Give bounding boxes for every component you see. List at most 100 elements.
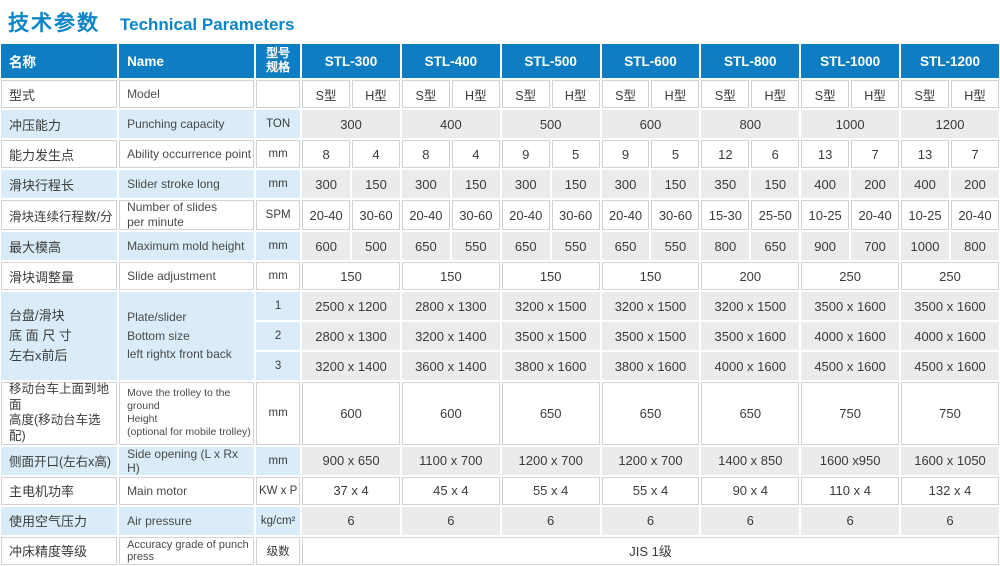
value-cell: 150 <box>750 169 801 199</box>
col-header-model-stl400: STL-400 <box>400 43 501 79</box>
value-cell: H型 <box>650 79 701 109</box>
value-cell: 7 <box>949 139 1000 169</box>
value-cell: 2800 x 1300 <box>301 321 401 351</box>
unit-cell: mm <box>255 445 302 476</box>
value-cell: 250 <box>800 261 901 291</box>
row-label-zh: 型式 <box>0 79 119 109</box>
col-header-model-stl800: STL-800 <box>700 43 801 79</box>
value-cell: 20-40 <box>600 199 651 231</box>
value-cell: H型 <box>550 79 601 109</box>
value-cell: 3200 x 1400 <box>400 321 501 351</box>
row-label-en: Ability occurrence point <box>118 139 256 169</box>
row-label-en: Slide adjustment <box>118 261 256 291</box>
unit-cell: mm <box>255 381 302 446</box>
unit-cell: 级数 <box>255 535 302 566</box>
col-header-spec: 型号 规格 <box>255 43 302 79</box>
value-cell: 20-40 <box>500 199 551 231</box>
value-cell: 3800 x 1600 <box>500 351 601 381</box>
value-cell: 150 <box>301 261 401 291</box>
subrow-index: 1 <box>255 291 302 321</box>
value-cell: 10-25 <box>900 199 950 231</box>
value-cell: 1200 x 700 <box>500 445 601 476</box>
value-cell: 550 <box>550 231 601 261</box>
value-cell: 1100 x 700 <box>400 445 501 476</box>
value-cell: H型 <box>450 79 501 109</box>
value-cell: 3200 x 1400 <box>301 351 401 381</box>
row-label-en: Move the trolley to the ground Height (o… <box>118 381 256 446</box>
unit-cell: mm <box>255 261 302 291</box>
row-label-zh: 冲床精度等级 <box>0 535 119 566</box>
row-plate-slider-size-3: 3 3200 x 1400 3600 x 1400 3800 x 1600 38… <box>0 351 1000 381</box>
value-cell: 400 <box>400 109 501 139</box>
unit-cell <box>255 79 302 109</box>
value-cell: 10-25 <box>800 199 851 231</box>
row-label-zh: 冲压能力 <box>0 109 119 139</box>
col-header-name-en: Name <box>118 43 256 79</box>
value-cell: 6 <box>600 505 701 536</box>
row-plate-slider-size-2: 2 2800 x 1300 3200 x 1400 3500 x 1500 35… <box>0 321 1000 351</box>
value-cell: 150 <box>600 261 701 291</box>
value-cell: 750 <box>900 381 1000 446</box>
unit-cell: mm <box>255 139 302 169</box>
unit-cell: SPM <box>255 199 302 231</box>
row-label-zh: 能力发生点 <box>0 139 119 169</box>
subrow-index: 3 <box>255 351 302 381</box>
value-cell: S型 <box>301 79 352 109</box>
value-cell: 20-40 <box>949 199 1000 231</box>
value-cell: 250 <box>900 261 1000 291</box>
value-cell: 6 <box>900 505 1000 536</box>
value-cell: 4500 x 1600 <box>900 351 1000 381</box>
row-model-type: 型式 Model S型 H型 S型 H型 S型 H型 S型 H型 S型 H型 S… <box>0 79 1000 109</box>
value-cell: S型 <box>800 79 851 109</box>
value-cell: 6 <box>750 139 801 169</box>
value-cell: H型 <box>351 79 401 109</box>
value-cell: 37 x 4 <box>301 475 401 506</box>
value-cell: 15-30 <box>700 199 751 231</box>
value-cell: 3500 x 1600 <box>700 321 801 351</box>
value-cell: 1400 x 850 <box>700 445 801 476</box>
value-cell: 30-60 <box>650 199 701 231</box>
value-cell: 300 <box>500 169 551 199</box>
value-cell: 900 x 650 <box>301 445 401 476</box>
value-cell: 800 <box>949 231 1000 261</box>
row-label-zh: 侧面开口(左右x高) <box>0 445 119 476</box>
value-cell: 300 <box>400 169 451 199</box>
value-cell: S型 <box>700 79 751 109</box>
value-cell: H型 <box>850 79 901 109</box>
page-title-en: Technical Parameters <box>120 15 295 34</box>
value-cell: 300 <box>301 169 352 199</box>
unit-cell: TON <box>255 109 302 139</box>
row-trolley-height: 移动台车上面到地面 高度(移动台车选配) Move the trolley to… <box>0 381 1000 446</box>
row-maximum-mold-height: 最大模高 Maximum mold height mm 600 500 650 … <box>0 231 1000 261</box>
row-label-zh: 使用空气压力 <box>0 505 119 536</box>
value-cell: 600 <box>301 381 401 446</box>
value-cell: 45 x 4 <box>400 475 501 506</box>
unit-cell: kg/cm² <box>255 505 302 536</box>
value-cell: 650 <box>500 381 601 446</box>
row-slide-adjustment: 滑块调整量 Slide adjustment mm 150 150 150 15… <box>0 261 1000 291</box>
value-cell: 8 <box>400 139 451 169</box>
value-cell: 25-50 <box>750 199 801 231</box>
value-cell: 650 <box>700 381 801 446</box>
value-cell: 132 x 4 <box>900 475 1000 506</box>
col-header-model-stl600: STL-600 <box>600 43 701 79</box>
row-accuracy-grade: 冲床精度等级 Accuracy grade of punch press 级数 … <box>0 535 1000 566</box>
value-cell: 3500 x 1500 <box>600 321 701 351</box>
value-cell: 4 <box>450 139 501 169</box>
value-cell: 30-60 <box>550 199 601 231</box>
value-cell: 600 <box>301 231 352 261</box>
value-cell: 6 <box>800 505 901 536</box>
value-cell: 30-60 <box>351 199 401 231</box>
value-cell: 3600 x 1400 <box>400 351 501 381</box>
value-cell: 6 <box>500 505 601 536</box>
row-label-en: Number of slides per minute <box>118 199 256 231</box>
value-cell: 900 <box>800 231 851 261</box>
value-cell: 55 x 4 <box>600 475 701 506</box>
value-cell: 150 <box>400 261 501 291</box>
row-label-en: Side opening (L x Rx H) <box>118 445 256 476</box>
value-cell: 4000 x 1600 <box>700 351 801 381</box>
row-label-en: Punching capacity <box>118 109 256 139</box>
value-cell: S型 <box>500 79 551 109</box>
value-cell: 350 <box>700 169 751 199</box>
value-cell: 1600 x950 <box>800 445 901 476</box>
